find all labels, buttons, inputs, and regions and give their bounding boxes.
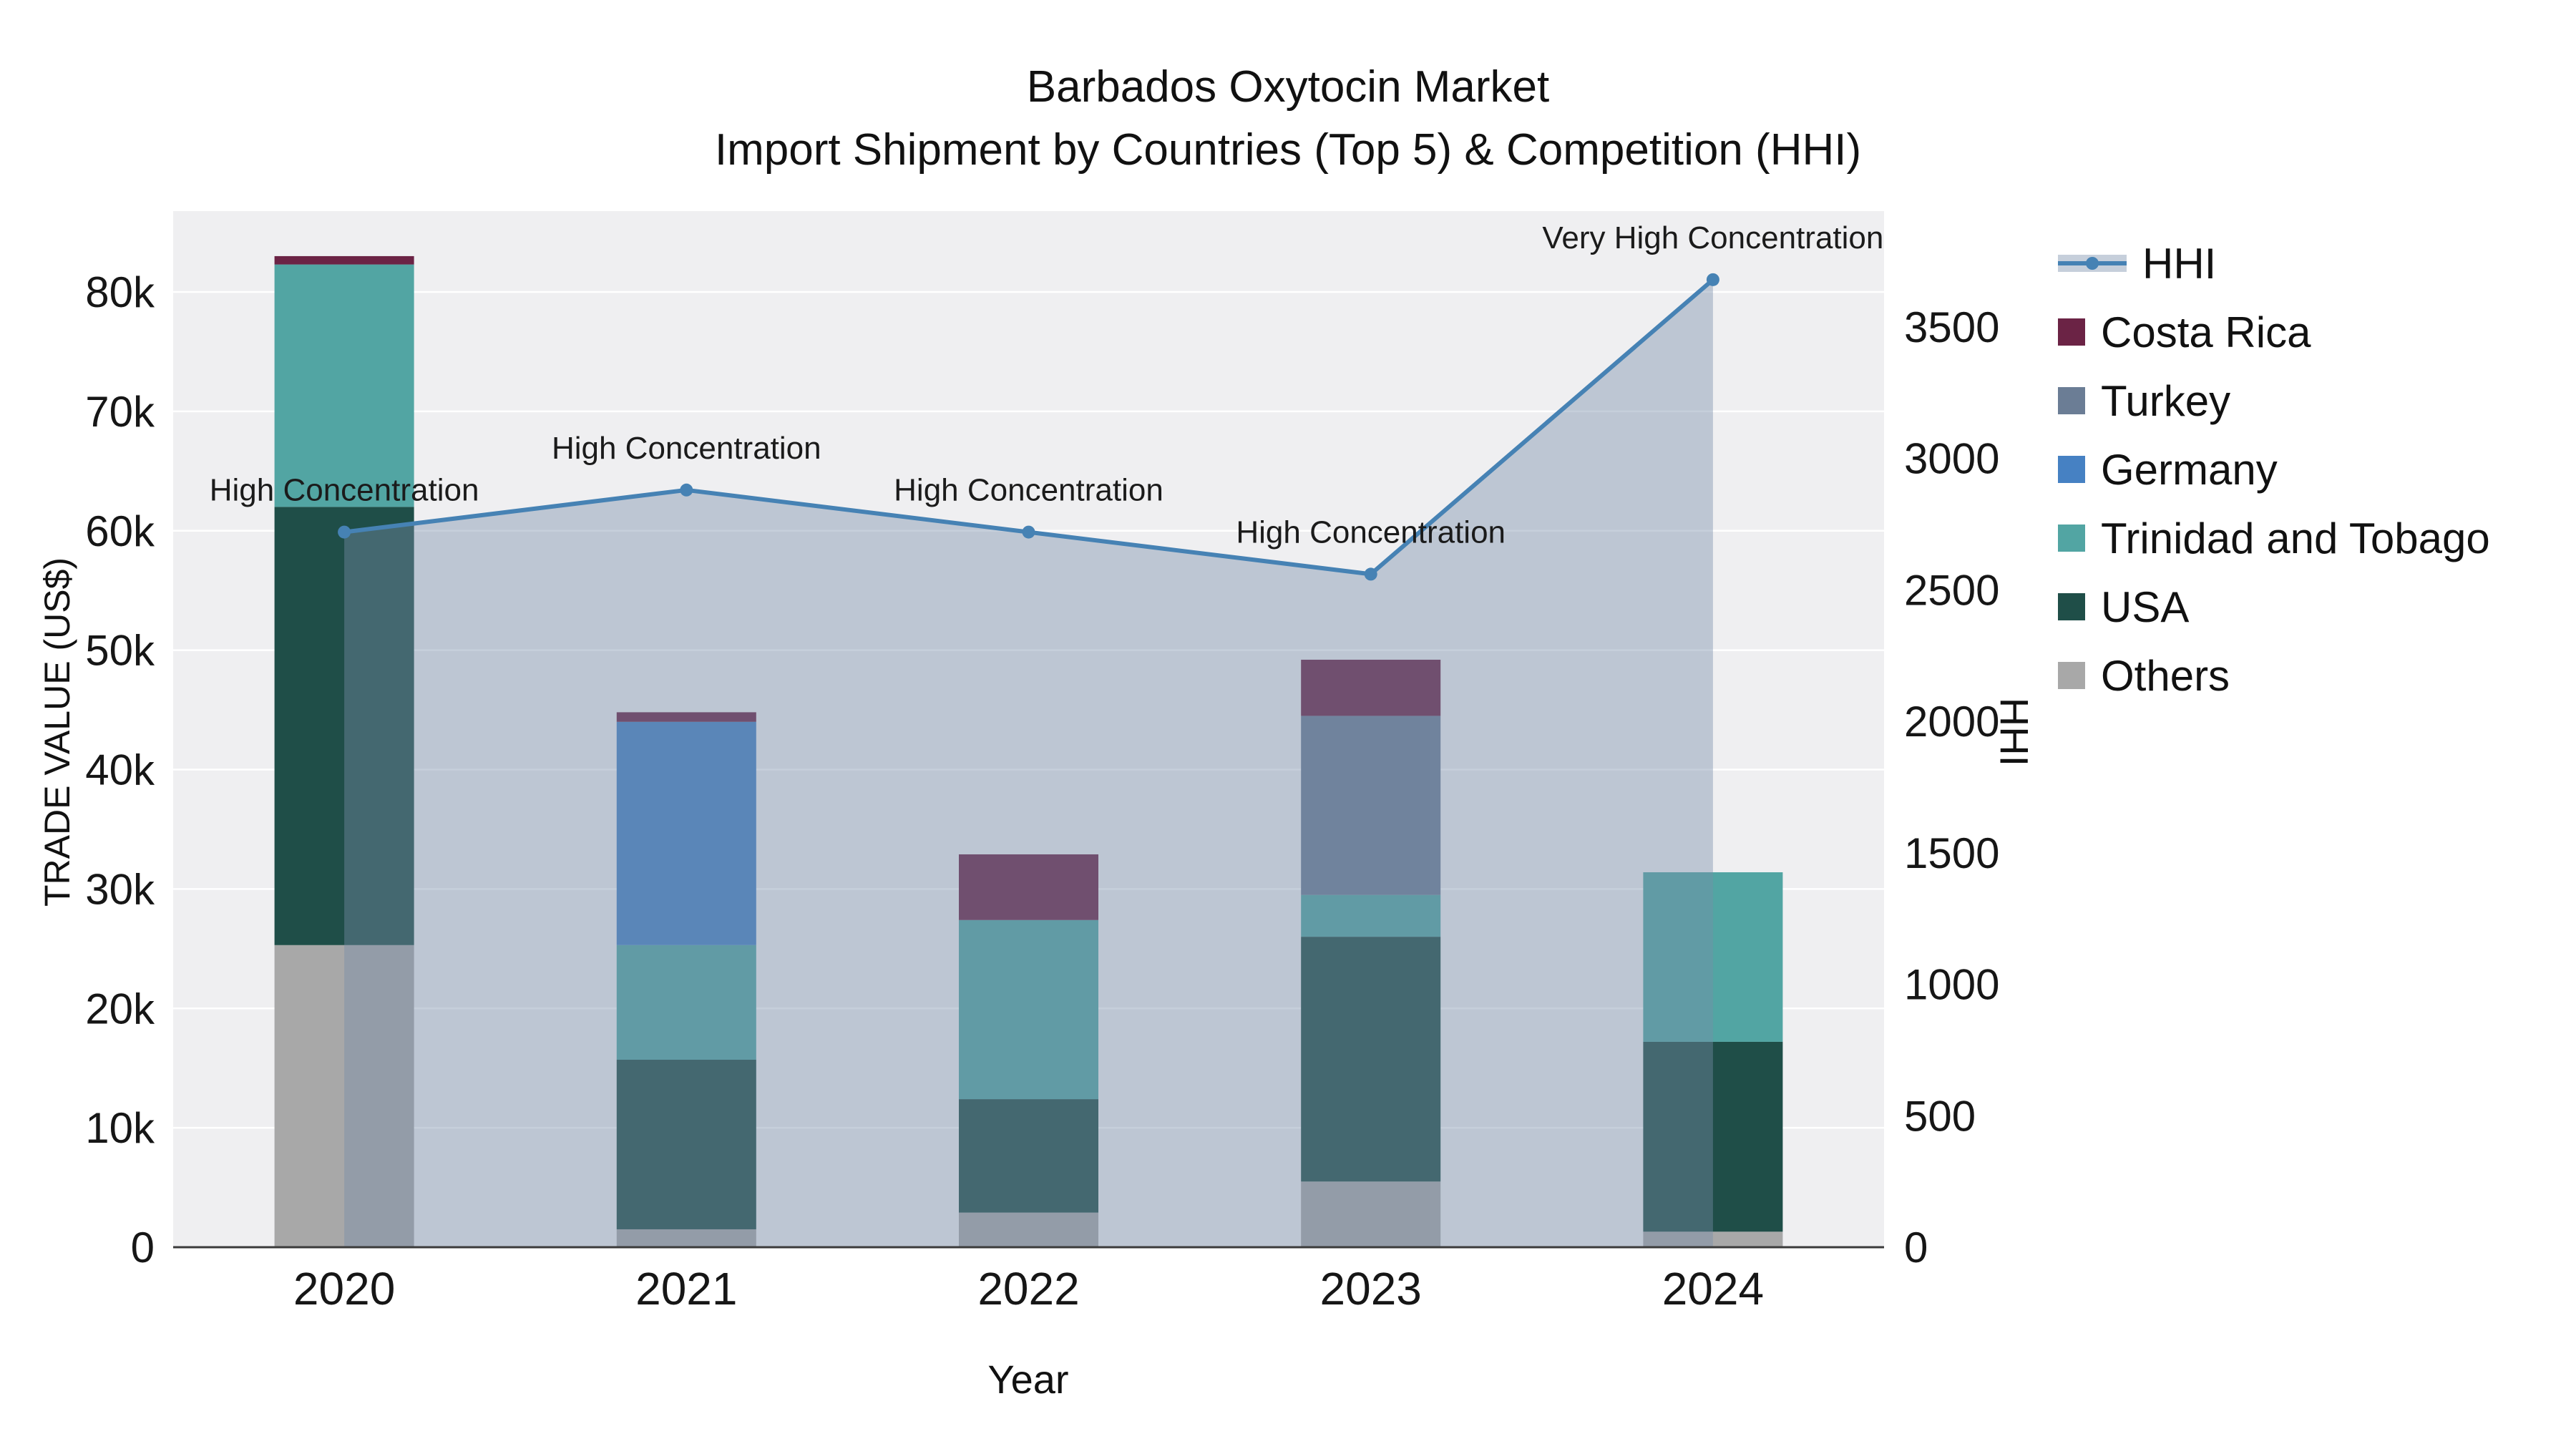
y-left-tick-0: 0 (131, 1224, 155, 1272)
bar-segment-2022-usa (959, 1099, 1098, 1213)
bar-segment-2023-costa-rica (1301, 659, 1441, 716)
annotation-2022: High Concentration (894, 473, 1163, 508)
bar-segment-2020-usa (274, 507, 414, 945)
y-right-tick-3000: 3000 (1904, 435, 1999, 483)
legend-label-turkey: Turkey (2101, 376, 2231, 425)
bar-segment-2024-usa (1643, 1041, 1783, 1232)
chart-title-line2: Import Shipment by Countries (Top 5) & C… (714, 125, 1862, 175)
y-right-tick-1500: 1500 (1904, 829, 1999, 877)
bar-segment-2024-others (1643, 1231, 1783, 1247)
legend-swatch-others-icon (2058, 662, 2085, 689)
hhi-area-fill (344, 279, 1713, 1248)
chart-title-line1: Barbados Oxytocin Market (1026, 62, 1550, 112)
legend-item-others[interactable]: Others (2058, 652, 2490, 700)
bar-segment-2023-turkey (1301, 716, 1441, 895)
x-tick-2021: 2021 (635, 1263, 737, 1314)
y-left-tick-20k: 20k (85, 985, 155, 1033)
annotation-2021: High Concentration (552, 431, 821, 466)
bar-segment-2021-costa-rica (616, 712, 756, 722)
legend-swatch-turkey-icon (2058, 387, 2085, 414)
y-right-tick-500: 500 (1904, 1092, 1976, 1140)
bar-segment-2023-others (1301, 1181, 1441, 1247)
legend-label-others: Others (2101, 651, 2230, 700)
hhi-marker-2021 (680, 483, 693, 497)
hhi-marker-2024 (1706, 273, 1719, 286)
y-axis-label-right: HHI (1991, 697, 2037, 767)
legend-label-germany: Germany (2101, 445, 2278, 494)
x-tick-2024: 2024 (1662, 1263, 1764, 1314)
bar-segment-2024-trinidad-and-tobago (1643, 872, 1783, 1042)
legend-item-usa[interactable]: USA (2058, 583, 2490, 631)
y-right-tick-2500: 2500 (1904, 566, 1999, 614)
legend-item-hhi[interactable]: HHI (2058, 239, 2490, 288)
bar-segment-2023-usa (1301, 937, 1441, 1182)
y-left-tick-60k: 60k (85, 507, 155, 555)
legend-swatch-germany-icon (2058, 456, 2085, 483)
legend-label-costa-rica: Costa Rica (2101, 308, 2311, 356)
bar-segment-2023-trinidad-and-tobago (1301, 894, 1441, 937)
legend-item-germany[interactable]: Germany (2058, 445, 2490, 494)
y-right-tick-1000: 1000 (1904, 961, 1999, 1009)
legend-swatch-costa-rica-icon (2058, 318, 2085, 346)
annotation-2023: High Concentration (1236, 514, 1506, 550)
hhi-marker-2022 (1022, 525, 1035, 539)
bar-segment-2021-trinidad-and-tobago (616, 945, 756, 1060)
legend: HHI Costa Rica Turkey Germany Trinidad and T… (2058, 239, 2490, 700)
x-tick-2022: 2022 (977, 1263, 1079, 1314)
y-left-tick-50k: 50k (85, 627, 155, 675)
y-right-tick-0: 0 (1904, 1224, 1928, 1272)
bar-segment-2020-costa-rica (274, 255, 414, 265)
y-left-tick-30k: 30k (85, 865, 155, 913)
y-left-tick-80k: 80k (85, 268, 155, 316)
hhi-marker-2020 (338, 525, 351, 539)
legend-item-turkey[interactable]: Turkey (2058, 377, 2490, 425)
annotation-2020: High Concentration (210, 473, 479, 508)
bar-segment-2022-trinidad-and-tobago (959, 919, 1098, 1100)
annotation-2024: Very High Concentration (1542, 220, 1883, 255)
bar-segment-2021-germany (616, 721, 756, 945)
y-left-tick-40k: 40k (85, 746, 155, 794)
x-tick-2023: 2023 (1320, 1263, 1422, 1314)
legend-label-usa: USA (2101, 582, 2190, 631)
x-axis-label: Year (987, 1357, 1069, 1402)
legend-swatch-usa-icon (2058, 593, 2085, 620)
bar-segment-2020-trinidad-and-tobago (274, 264, 414, 507)
bar-segment-2022-costa-rica (959, 854, 1098, 920)
legend-hhi-line-icon (2058, 255, 2127, 272)
y-left-tick-10k: 10k (85, 1104, 155, 1152)
legend-label-trinidad-and-tobago: Trinidad and Tobago (2101, 514, 2490, 562)
hhi-marker-2023 (1364, 567, 1377, 581)
y-right-tick-3500: 3500 (1904, 303, 1999, 351)
bar-segment-2021-usa (616, 1060, 756, 1229)
y-axis-label-left: TRADE VALUE (US$) (37, 557, 77, 907)
bar-segment-2022-others (959, 1212, 1098, 1247)
bar-segment-2021-others (616, 1229, 756, 1247)
chart-title: Barbados Oxytocin Market Import Shipment… (0, 56, 2576, 182)
legend-swatch-trinidad-and-tobago-icon (2058, 525, 2085, 552)
legend-item-costa-rica[interactable]: Costa Rica (2058, 308, 2490, 356)
y-right-tick-2000: 2000 (1904, 698, 1999, 746)
y-left-tick-70k: 70k (85, 388, 155, 436)
legend-label-hhi: HHI (2142, 239, 2217, 288)
legend-item-trinidad-and-tobago[interactable]: Trinidad and Tobago (2058, 514, 2490, 562)
bar-segment-2020-others (274, 945, 414, 1247)
x-tick-2020: 2020 (293, 1263, 395, 1314)
